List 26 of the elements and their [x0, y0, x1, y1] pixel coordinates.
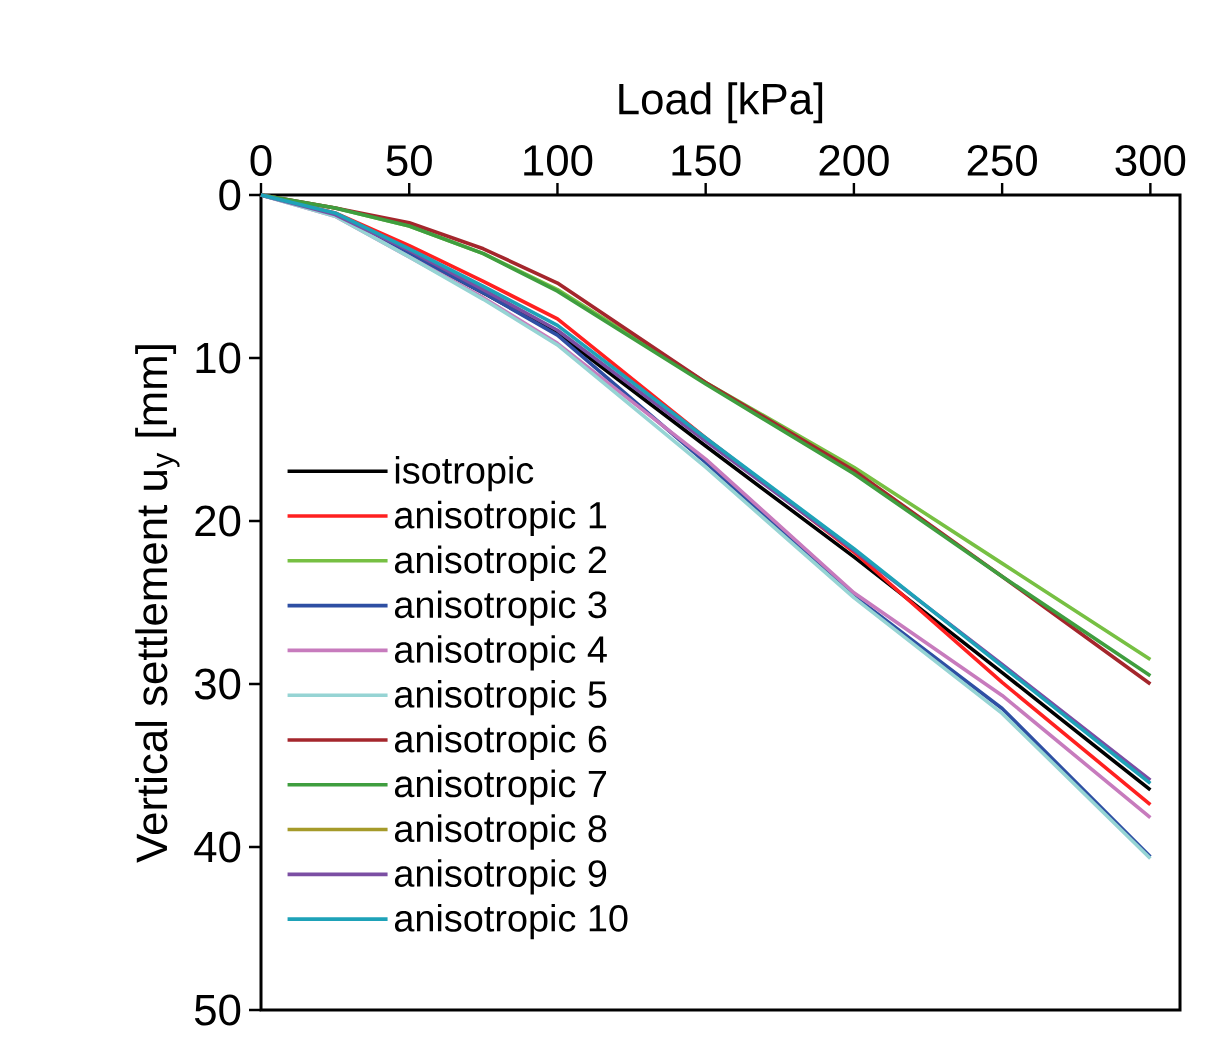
x-tick-label: 150	[672, 144, 741, 176]
y-tick-label: 10	[196, 342, 241, 374]
x-tick-label: 0	[250, 144, 272, 176]
x-tick-label: 100	[524, 144, 593, 176]
y-tick-label: 30	[194, 668, 241, 700]
legend-label: isotropic	[395, 456, 534, 492]
legend-label: anisotropic 2	[394, 545, 607, 581]
x-axis-title: Load [kPa]	[619, 82, 823, 124]
x-tick-label: 300	[1115, 144, 1186, 176]
y-tick-label: 50	[194, 994, 241, 1026]
y-axis-title: Vertical settlement u$_{y}$ [mm]	[135, 345, 180, 863]
legend-label: anisotropic 7	[394, 769, 607, 805]
y-tick-label: 40	[194, 831, 241, 863]
x-tick-label: 250	[967, 144, 1037, 176]
legend-label: anisotropic 10	[394, 903, 628, 940]
legend-label: anisotropic 4	[394, 635, 607, 671]
legend-label: anisotropic 5	[394, 679, 607, 716]
legend-label: anisotropic 9	[394, 859, 607, 895]
legend-label: anisotropic 8	[394, 814, 607, 850]
y-tick-label: 20	[195, 505, 241, 537]
legend-label: anisotropic 6	[394, 724, 607, 761]
y-tick-label: 0	[219, 179, 241, 211]
legend-label: anisotropic 1	[394, 500, 607, 537]
x-tick-label: 200	[819, 144, 889, 176]
x-tick-label: 50	[386, 144, 432, 176]
legend-label: anisotropic 3	[394, 590, 607, 626]
